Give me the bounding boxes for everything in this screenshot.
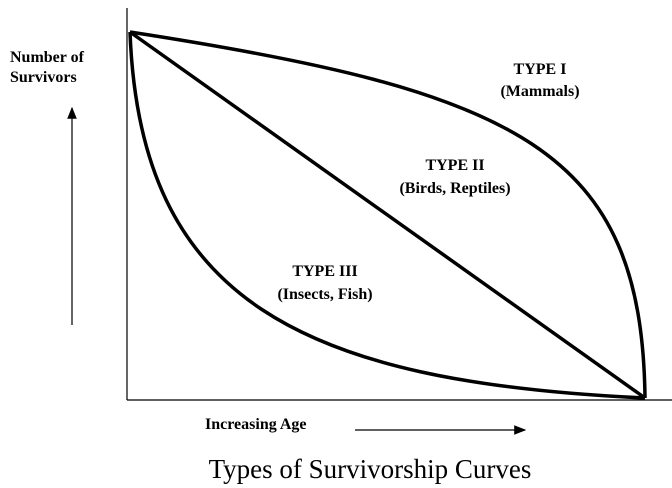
- y-axis-label: Number of: [10, 49, 85, 66]
- curve-label: TYPE III: [292, 263, 357, 280]
- x-axis-label: Increasing Age: [205, 416, 306, 433]
- y-axis-label: Survivors: [10, 69, 77, 86]
- curve-label: TYPE I: [514, 61, 567, 78]
- type-iii-curve: [128, 31, 646, 400]
- curve-sublabel: (Insects, Fish): [277, 286, 372, 303]
- curve-sublabel: (Birds, Reptiles): [399, 180, 510, 197]
- curve-label: TYPE II: [425, 157, 484, 174]
- type-ii-curve: [128, 30, 647, 400]
- curve-sublabel: (Mammals): [500, 83, 579, 100]
- type-i-curve: [129, 30, 647, 399]
- title: Types of Survivorship Curves: [209, 454, 532, 484]
